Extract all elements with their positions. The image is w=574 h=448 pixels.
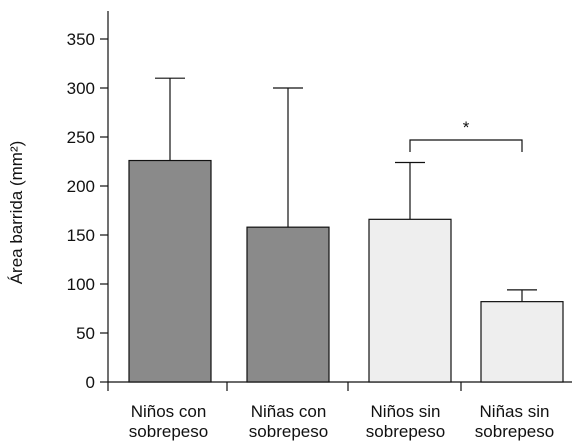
bar [480,301,564,383]
y-tick-label: 100 [67,275,95,294]
error-bars-group [155,77,537,302]
y-tick-label: 300 [67,79,95,98]
bar [368,218,452,383]
y-tick-label: 350 [67,30,95,49]
y-tick-label: 50 [76,324,95,343]
bars-group [128,159,564,383]
bar [246,226,330,383]
y-tick-label: 200 [67,177,95,196]
x-category-label: Niños sin sobrepeso [366,402,445,441]
y-tick-label: 250 [67,128,95,147]
x-category-label: Niñas sin sobrepeso [475,402,554,441]
labels-group: 0 50 100 150 200 250 300 350 Área barrida (mm²) N… [7,30,554,441]
y-tick-label: 0 [86,373,95,392]
significance-group: * [409,118,523,152]
x-category-label: Niñas con sobrepeso [249,402,328,441]
y-axis-title: Área barrida (mm²) [7,141,26,285]
y-tick-label: 150 [67,226,95,245]
significance-bracket [409,139,523,152]
x-category-label: Niños con sobrepeso [129,402,208,441]
bar [128,159,212,383]
significance-label: * [463,118,470,137]
